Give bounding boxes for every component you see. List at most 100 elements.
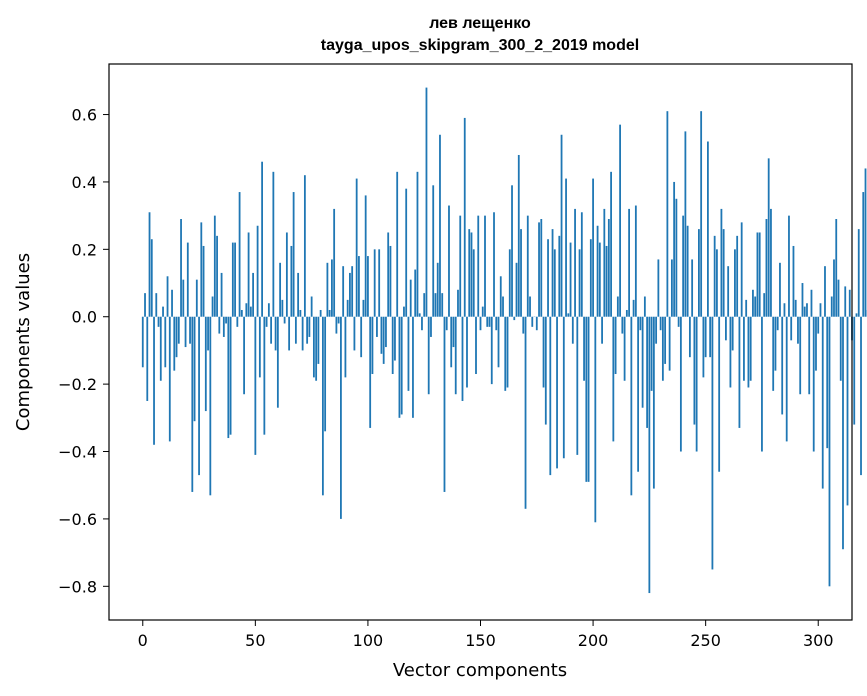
bar-198 [587,316,590,482]
bar-70 [299,309,302,317]
bar-59 [274,316,277,351]
bar-250 [704,316,707,358]
bar-217 [630,316,633,496]
bar-260 [727,266,730,317]
bar-175 [535,316,538,331]
bar-186 [560,134,563,317]
bar-113 [396,171,399,317]
bar-266 [740,222,743,317]
bar-142 [461,316,464,401]
bar-295 [806,303,808,317]
bar-225 [648,316,651,594]
bar-48 [249,306,252,317]
bar-279 [770,208,772,317]
x-tick-label: 100 [353,631,384,650]
bar-33 [216,235,218,317]
bar-39 [229,316,232,435]
bar-103 [373,249,376,317]
bar-57 [270,316,273,344]
bar-147 [472,249,475,317]
bar-92 [349,272,351,317]
bar-265 [738,316,741,428]
bar-275 [761,316,763,452]
bar-122 [416,171,419,317]
bar-162 [506,316,509,388]
chart-title-line1: лев лещенко [429,15,531,32]
bar-176 [538,222,540,317]
bar-178 [542,316,545,388]
y-tick-label: −0.8 [58,577,97,596]
bar-94 [353,316,356,351]
bar-212 [619,124,621,317]
bar-278 [767,158,770,317]
bar-22 [191,316,194,492]
bar-296 [808,316,811,395]
bar-136 [448,205,450,317]
x-axis-label: Vector components [393,660,567,681]
y-axis-label: Components values [13,253,34,431]
bar-304 [826,316,829,449]
bar-123 [418,313,421,317]
bar-8 [159,316,162,381]
x-tick-label: 250 [690,631,721,650]
bar-132 [439,134,441,317]
bar-163 [508,249,511,317]
bar-179 [544,316,547,425]
bar-288 [790,316,793,341]
bar-238 [677,316,680,327]
bar-83 [328,309,331,317]
bar-121 [414,269,417,317]
bar-281 [774,316,777,371]
bar-244 [691,259,694,317]
bar-62 [281,299,284,317]
bar-301 [819,303,822,317]
bar-46 [245,303,248,317]
bar-102 [371,316,374,375]
bar-159 [499,276,502,317]
bar-233 [666,111,669,317]
bar-219 [634,205,637,317]
bar-268 [745,299,748,317]
bar-189 [567,313,570,317]
bar-263 [734,249,736,317]
bar-143 [463,117,466,317]
bar-164 [511,185,513,317]
bar-64 [285,232,288,317]
bar-251 [707,141,709,317]
bar-306 [830,296,833,317]
bar-202 [596,225,599,317]
y-tick-label: −0.6 [58,510,97,529]
bar-248 [700,111,703,317]
bar-277 [765,219,768,317]
bar-187 [562,316,565,459]
bar-169 [522,316,525,334]
bar-12 [168,316,171,442]
bar-276 [763,293,766,317]
bar-226 [650,316,653,391]
bar-307 [833,259,835,317]
bar-221 [639,316,642,331]
bar-267 [743,316,745,381]
bar-316 [853,316,856,425]
bar-206 [605,245,608,317]
bar-292 [799,316,802,395]
bar-180 [547,239,549,317]
y-axis: −0.8 −0.6 −0.4 −0.2 0.0 0.2 0.4 0.6 [58,106,109,596]
bar-45 [243,316,245,395]
bar-240 [682,215,685,317]
bar-300 [817,316,820,334]
bar-227 [652,316,655,489]
bar-246 [695,316,698,452]
bar-284 [781,316,784,415]
bar-218 [632,299,635,317]
chart-title-line2: tayga_upos_skipgram_300_2_2019 model [321,37,639,54]
bar-228 [655,316,658,344]
bar-264 [736,235,739,317]
bar-28 [204,316,207,412]
bar-318 [857,229,860,317]
bar-237 [675,198,678,317]
bar-177 [540,219,543,317]
bar-270 [749,316,752,381]
bar-133 [441,293,444,317]
bar-101 [369,316,372,428]
